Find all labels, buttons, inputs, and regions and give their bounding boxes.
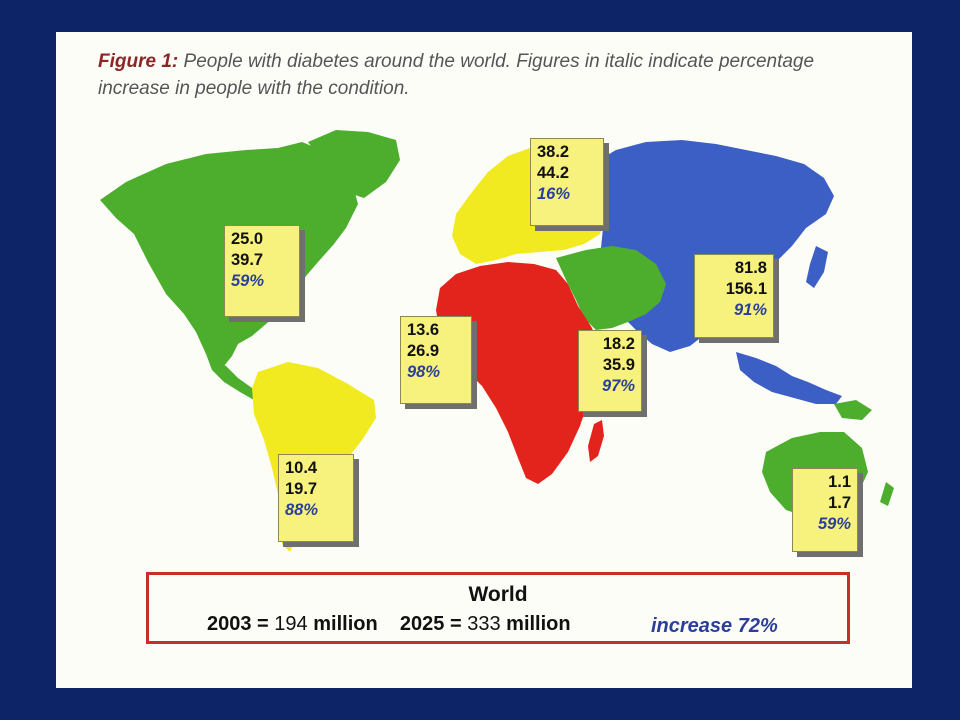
world-2003-unit: million — [313, 613, 378, 635]
europe-2025: 44.2 — [537, 164, 570, 182]
oceania-2003: 1.1 — [828, 473, 851, 491]
oceania-percent: 59% — [817, 515, 851, 533]
oceania-2025: 1.7 — [828, 494, 851, 512]
oceania-stats: 1.1 1.7 59% — [792, 468, 858, 552]
greenland-region — [308, 130, 400, 198]
world-2025-value: 333 — [467, 613, 501, 635]
new-guinea-island — [834, 400, 872, 420]
europe-stats: 38.2 44.2 16% — [530, 138, 604, 226]
madagascar-island — [588, 420, 604, 462]
figure-panel: Figure 1: People with diabetes around th… — [56, 32, 912, 688]
world-summary-box: World 2003 = 194 million 2025 = 333 mill… — [146, 572, 850, 644]
middle-east-2025: 35.9 — [602, 356, 635, 374]
africa-2025: 26.9 — [407, 342, 440, 360]
central-america-region — [206, 354, 262, 400]
middle-east-stats: 18.2 35.9 97% — [578, 330, 642, 412]
figure-caption-text: People with diabetes around the world. F… — [98, 51, 815, 99]
middle-east-2003: 18.2 — [602, 335, 635, 353]
asia-2025: 156.1 — [725, 280, 767, 298]
southeast-asia-islands — [736, 352, 842, 404]
north-america-stats: 25.0 39.7 59% — [224, 225, 300, 317]
new-zealand-island — [880, 482, 894, 506]
south-america-2025: 19.7 — [285, 480, 318, 498]
north-america-2025: 39.7 — [231, 251, 264, 269]
north-america-2003: 25.0 — [231, 230, 264, 248]
middle-east-percent: 97% — [601, 377, 635, 395]
world-title: World — [468, 583, 528, 606]
world-2003-label: 2003 = — [207, 613, 269, 635]
south-america-2003: 10.4 — [285, 459, 318, 477]
south-america-percent: 88% — [285, 501, 319, 519]
africa-2003: 13.6 — [407, 321, 440, 339]
world-2025-label: 2025 = — [399, 613, 462, 635]
japan-island — [806, 246, 828, 288]
north-america-percent: 59% — [231, 272, 265, 290]
figure-caption: Figure 1: People with diabetes around th… — [98, 48, 878, 102]
europe-2003: 38.2 — [537, 143, 570, 161]
world-totals: 2003 = 194 million 2025 = 333 million — [207, 613, 571, 636]
south-america-stats: 10.4 19.7 88% — [278, 454, 354, 542]
asia-stats: 81.8 156.1 91% — [694, 254, 774, 338]
africa-region — [436, 262, 602, 484]
asia-2003: 81.8 — [734, 259, 767, 277]
world-increase: increase 72% — [651, 615, 778, 637]
world-2025-unit: million — [506, 613, 571, 635]
figure-label: Figure 1: — [98, 51, 179, 72]
asia-percent: 91% — [733, 301, 767, 319]
world-2003-value: 194 — [274, 613, 308, 635]
africa-stats: 13.6 26.9 98% — [400, 316, 472, 404]
middle-east-region — [556, 246, 666, 330]
africa-percent: 98% — [407, 363, 441, 381]
europe-percent: 16% — [537, 185, 571, 203]
